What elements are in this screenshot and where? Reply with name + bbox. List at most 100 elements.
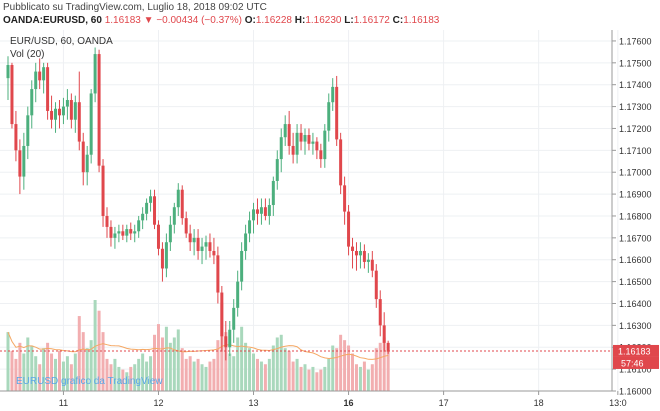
- candle-body: [351, 246, 355, 251]
- candle-body: [93, 54, 97, 94]
- y-tick-label: 1.17300: [619, 102, 652, 112]
- low-label: L:: [344, 15, 354, 26]
- volume-bar: [10, 350, 14, 391]
- volume-bar: [303, 364, 307, 391]
- volume-bar: [216, 340, 220, 391]
- candle-body: [89, 93, 93, 155]
- volume-bar: [319, 369, 323, 391]
- candle-body: [81, 141, 85, 173]
- candle-body: [129, 229, 133, 234]
- tradingview-watermark[interactable]: EURUSD grafico da TradingView: [16, 376, 163, 387]
- candle-body: [279, 137, 283, 160]
- candle-body: [287, 124, 291, 146]
- price-chart[interactable]: 1.17600 1.17500 1.17400 1.17300 1.17200 1.171…: [0, 30, 660, 411]
- candle-body: [73, 102, 77, 120]
- candle-body: [255, 209, 259, 214]
- volume-bar: [244, 342, 248, 391]
- time-axis[interactable]: 11 12 13 16 17 18 13:0: [0, 390, 627, 408]
- symbol-label[interactable]: OANDA:EURUSD, 60: [3, 15, 102, 26]
- volume-bar: [228, 353, 232, 391]
- volume-bar: [14, 358, 18, 391]
- volume-bar: [141, 353, 145, 391]
- candle-body: [216, 255, 220, 293]
- volume-bar: [153, 334, 157, 391]
- candle-body: [77, 102, 81, 142]
- volume-bar: [65, 356, 69, 391]
- volume-bar: [224, 332, 228, 391]
- volume-bar: [232, 356, 236, 391]
- candle-body: [378, 299, 382, 326]
- volume-bar: [279, 334, 283, 391]
- volume-bar: [113, 358, 117, 391]
- change-down-icon: ▼: [143, 15, 154, 26]
- volume-bar: [22, 353, 26, 391]
- volume-bar: [315, 372, 319, 391]
- volume-bars: [6, 300, 390, 391]
- candle-body: [228, 329, 232, 348]
- x-tick-label: 18: [534, 398, 544, 408]
- candle-body: [331, 86, 335, 103]
- candle-body: [156, 224, 160, 249]
- volume-bar: [180, 348, 184, 391]
- volume-bar: [61, 361, 65, 391]
- y-tick-label: 1.16000: [619, 387, 652, 397]
- price-tags: 1.16183 57:46: [613, 344, 659, 369]
- candlesticks: [6, 47, 390, 361]
- y-tick-label: 1.16600: [619, 255, 652, 265]
- candle-body: [10, 65, 14, 125]
- candle-body: [172, 207, 176, 225]
- volume-bar: [50, 353, 54, 391]
- volume-bar: [54, 358, 58, 391]
- candle-body: [57, 108, 61, 116]
- candle-body: [248, 220, 252, 234]
- volume-bar: [57, 350, 61, 391]
- y-tick-label: 1.17100: [619, 146, 652, 156]
- volume-bar: [168, 342, 172, 391]
- volume-bar: [26, 337, 30, 391]
- x-tick-label: 17: [439, 398, 449, 408]
- candle-body: [303, 135, 307, 142]
- volume-bar: [196, 358, 200, 391]
- candle-body: [65, 100, 69, 107]
- candle-body: [14, 124, 18, 151]
- volume-bar: [287, 350, 291, 391]
- candle-body: [26, 115, 30, 146]
- volume-bar: [378, 342, 382, 391]
- candle-body: [69, 100, 73, 120]
- candle-body: [208, 242, 212, 251]
- volume-bar: [362, 361, 366, 391]
- candle-body: [109, 226, 113, 238]
- candle-body: [224, 336, 228, 348]
- volume-bar: [283, 348, 287, 391]
- volume-bar: [137, 358, 141, 391]
- high-value: 1.16230: [305, 15, 342, 26]
- volume-bar: [255, 358, 259, 391]
- volume-bar: [252, 353, 256, 391]
- volume-bar: [331, 345, 335, 391]
- chart-grid: [0, 30, 619, 392]
- countdown-tag-label: 57:46: [621, 358, 644, 368]
- volume-bar: [6, 332, 10, 391]
- candle-body: [22, 145, 26, 177]
- volume-bar: [248, 348, 252, 391]
- volume-bar: [382, 337, 386, 391]
- volume-bar: [89, 340, 93, 391]
- volume-bar: [81, 332, 85, 391]
- candle-body: [366, 259, 370, 262]
- volume-bar: [30, 345, 34, 391]
- candle-body: [6, 65, 10, 79]
- candle-body: [180, 189, 184, 219]
- candle-body: [358, 250, 362, 256]
- volume-bar: [172, 337, 176, 391]
- last-price-tag-label: 1.16183: [618, 346, 651, 356]
- volume-bar: [38, 364, 42, 391]
- volume-bar: [299, 366, 303, 391]
- volume-bar: [133, 364, 137, 391]
- volume-bar: [354, 364, 358, 391]
- candle-body: [117, 231, 121, 234]
- candle-body: [38, 71, 42, 81]
- volume-bar: [386, 350, 390, 391]
- candle-body: [283, 124, 287, 138]
- x-tick-label: 12: [153, 398, 163, 408]
- volume-bar: [291, 361, 295, 391]
